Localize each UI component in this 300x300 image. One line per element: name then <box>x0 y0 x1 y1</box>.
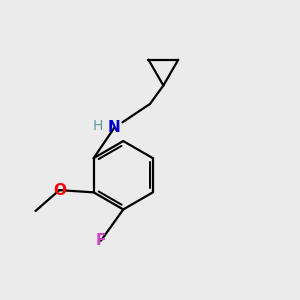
Text: O: O <box>53 183 66 198</box>
Text: F: F <box>96 233 106 248</box>
Text: H: H <box>93 119 103 133</box>
Text: N: N <box>108 120 121 135</box>
